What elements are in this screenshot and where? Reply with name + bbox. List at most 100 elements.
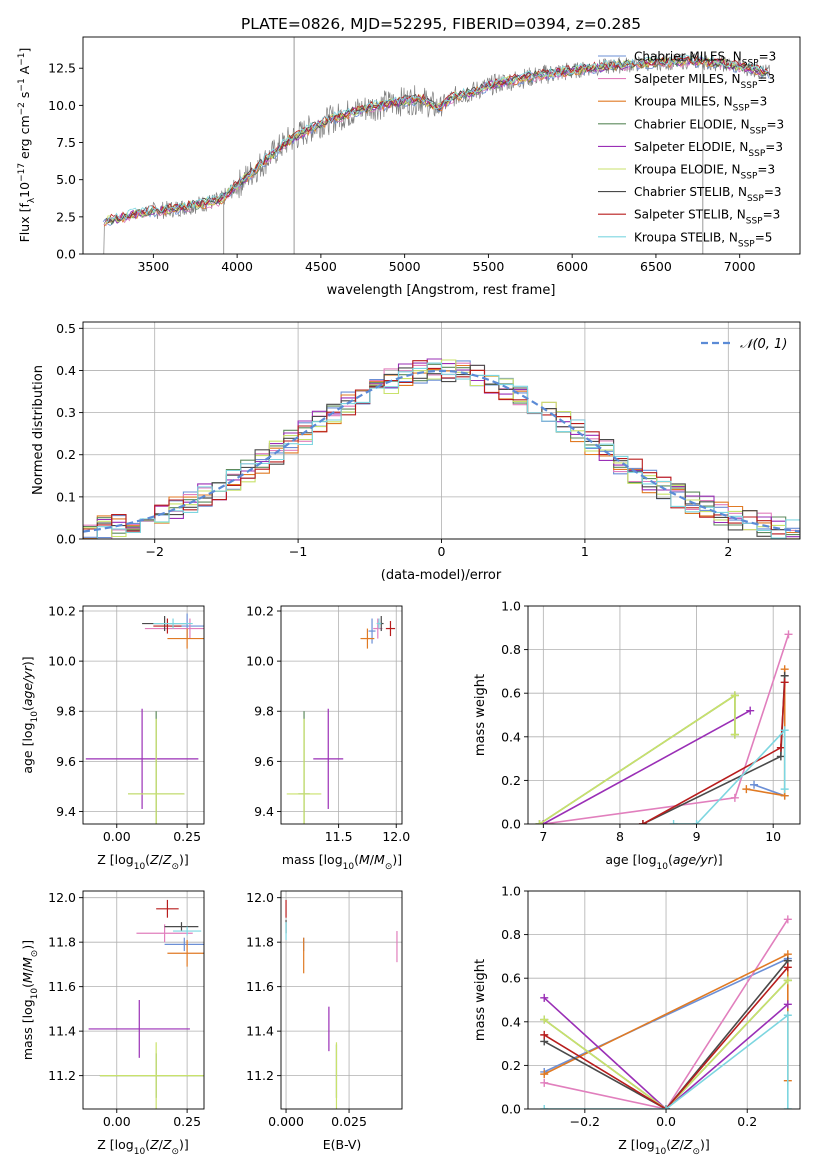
legend: 𝒩(0, 1)	[701, 337, 787, 352]
y-tick-label: 0.0	[501, 817, 521, 832]
y-tick-label: 0.2	[56, 447, 76, 462]
x-tick-label: 4500	[305, 259, 337, 274]
weight-line-kroupa_stelib	[673, 728, 786, 824]
errorbar-kroupa_elodie	[128, 718, 185, 824]
legend-label: Chabrier MILES, NSSP=3	[634, 50, 776, 69]
plot-area	[85, 613, 204, 824]
weight-line-kroupa_stelib	[544, 1013, 789, 1109]
model-spectrum-kroupa_elodie	[105, 56, 770, 225]
data-spectrum-line	[103, 53, 771, 254]
weight-marker	[540, 1070, 549, 1079]
weight-line-chabrier_miles	[753, 784, 785, 797]
errorbar-salpeter_elodie	[85, 708, 199, 809]
x-tick-label: −0.2	[570, 1114, 600, 1129]
x-axis-label: (data-model)/error	[381, 568, 502, 583]
axes-frame	[82, 890, 205, 1110]
weight-marker	[783, 915, 792, 924]
y-tick-label: 9.6	[56, 754, 76, 769]
axes-frame	[280, 890, 403, 1110]
weight-marker	[669, 820, 678, 824]
legend-label: Kroupa STELIB, NSSP=5	[634, 230, 772, 249]
errorbar-chabrier_miles	[164, 937, 204, 952]
weight-marker	[783, 1011, 792, 1020]
axes-residuals: −2 −1 0 1 2 0.0 0.1 0.2 0.3 0.4 0.5 (data-model)/er…	[31, 321, 801, 583]
x-tick-label: 6000	[556, 259, 588, 274]
axes-frame	[527, 605, 801, 825]
x-tick-label: 9	[693, 829, 701, 844]
y-tick-label: 0.0	[56, 247, 76, 262]
y-tick-label: 10.0	[246, 654, 274, 669]
y-tick-label: 1.0	[501, 884, 521, 899]
y-tick-label: 9.8	[254, 704, 274, 719]
y-tick-label: 5.0	[56, 172, 76, 187]
x-axis-label: Z [log10(Z/Z⊙)]	[97, 852, 189, 872]
y-tick-label: 0.2	[501, 773, 521, 788]
weight-marker	[746, 706, 755, 715]
x-tick-label: −2	[145, 544, 163, 559]
y-tick-label: 11.4	[246, 1024, 274, 1039]
errorbar-kroupa_miles	[167, 628, 204, 649]
y-tick-label: 7.5	[56, 135, 76, 150]
x-axis-label: mass [log10(M/M⊙)]	[282, 852, 402, 872]
y-tick-label: 0.5	[56, 321, 76, 336]
y-tick-label: 12.0	[246, 890, 274, 905]
legend-label: Salpeter STELIB, NSSP=3	[634, 208, 780, 227]
axes-frame	[82, 605, 205, 825]
x-tick-label: 0.025	[331, 1114, 367, 1129]
weight-line-kroupa_elodie	[543, 979, 789, 1109]
errorbar-kroupa_elodie	[286, 718, 322, 824]
legend-label: Chabrier ELODIE, NSSP=3	[634, 117, 784, 136]
plots-container: 3500 4000 4500 5000 5500 6000 6500 7000 0.0 2.5 5.…	[17, 36, 801, 1157]
x-tick-label: 5500	[473, 259, 505, 274]
axes-frame	[527, 890, 801, 1110]
histogram-kroupa_stelib	[83, 362, 800, 539]
y-axis-label: Flux [fλ10−17 erg cm−2 s−1 A−1]	[17, 48, 37, 243]
x-tick-label: 0.00	[103, 829, 131, 844]
weight-marker	[783, 963, 792, 972]
weight-line-chabrier_miles	[543, 957, 789, 1073]
weight-marker	[776, 743, 785, 752]
errorbar-kroupa_elodie	[99, 1042, 204, 1109]
weight-marker	[780, 678, 789, 687]
errorbar-salpeter_elodie	[88, 1000, 190, 1058]
y-tick-label: 12.5	[48, 61, 76, 76]
weight-marker	[730, 730, 739, 739]
x-tick-label: 0.000	[268, 1114, 304, 1129]
y-tick-label: 9.8	[56, 704, 76, 719]
y-tick-label: 1.0	[501, 599, 521, 614]
axes-age_vs_mass: 11.5 12.0 9.4 9.6 9.8 10.0 10.2 mass [log10(M/M…	[246, 604, 410, 872]
axes-mass_vs_EBV: 0.000 0.025 11.2 11.4 11.6 11.8 12.0 E(B-V)	[246, 890, 403, 1152]
y-axis-label: mass weight	[473, 674, 488, 756]
weight-marker	[540, 1105, 549, 1109]
y-axis-label: Normed distribution	[31, 365, 46, 495]
plot-area	[286, 616, 396, 824]
x-tick-label: 7000	[724, 259, 756, 274]
y-tick-label: 0.8	[501, 642, 521, 657]
x-tick-label: 11.5	[325, 829, 353, 844]
y-axis-label: mass weight	[473, 959, 488, 1041]
weight-marker	[783, 976, 792, 985]
x-tick-label: 0.25	[173, 829, 201, 844]
x-tick-label: 0.25	[173, 1114, 201, 1129]
y-tick-label: 10.2	[246, 604, 274, 619]
x-tick-label: 0	[438, 544, 446, 559]
errorbar-chabrier_miles	[368, 618, 376, 644]
x-axis-label: E(B-V)	[323, 1137, 362, 1152]
y-axis-label: mass [log10(M/M⊙)]	[20, 940, 40, 1060]
x-tick-label: 4000	[221, 259, 253, 274]
model-spectrum-chabrier_stelib	[105, 55, 771, 224]
y-tick-label: 0.1	[56, 489, 76, 504]
y-tick-label: 11.8	[48, 935, 76, 950]
weight-line-salpeter_miles	[544, 918, 789, 1109]
weight-line-salpeter_elodie	[543, 997, 789, 1109]
axes-mass_vs_Z: 0.00 0.25 11.2 11.4 11.6 11.8 12.0 Z [log10(Z/Z…	[20, 890, 205, 1157]
weight-marker	[692, 820, 701, 824]
model-spectrum-kroupa_stelib	[106, 54, 769, 223]
y-tick-label: 0.6	[501, 971, 521, 986]
errorbar-salpeter_stelib	[156, 899, 179, 918]
weight-line-chabrier_stelib	[642, 675, 786, 824]
y-tick-label: 11.2	[48, 1068, 76, 1083]
x-tick-label: 2	[724, 544, 732, 559]
x-axis-label: wavelength [Angstrom, rest frame]	[327, 283, 556, 298]
y-tick-label: 10.0	[48, 98, 76, 113]
